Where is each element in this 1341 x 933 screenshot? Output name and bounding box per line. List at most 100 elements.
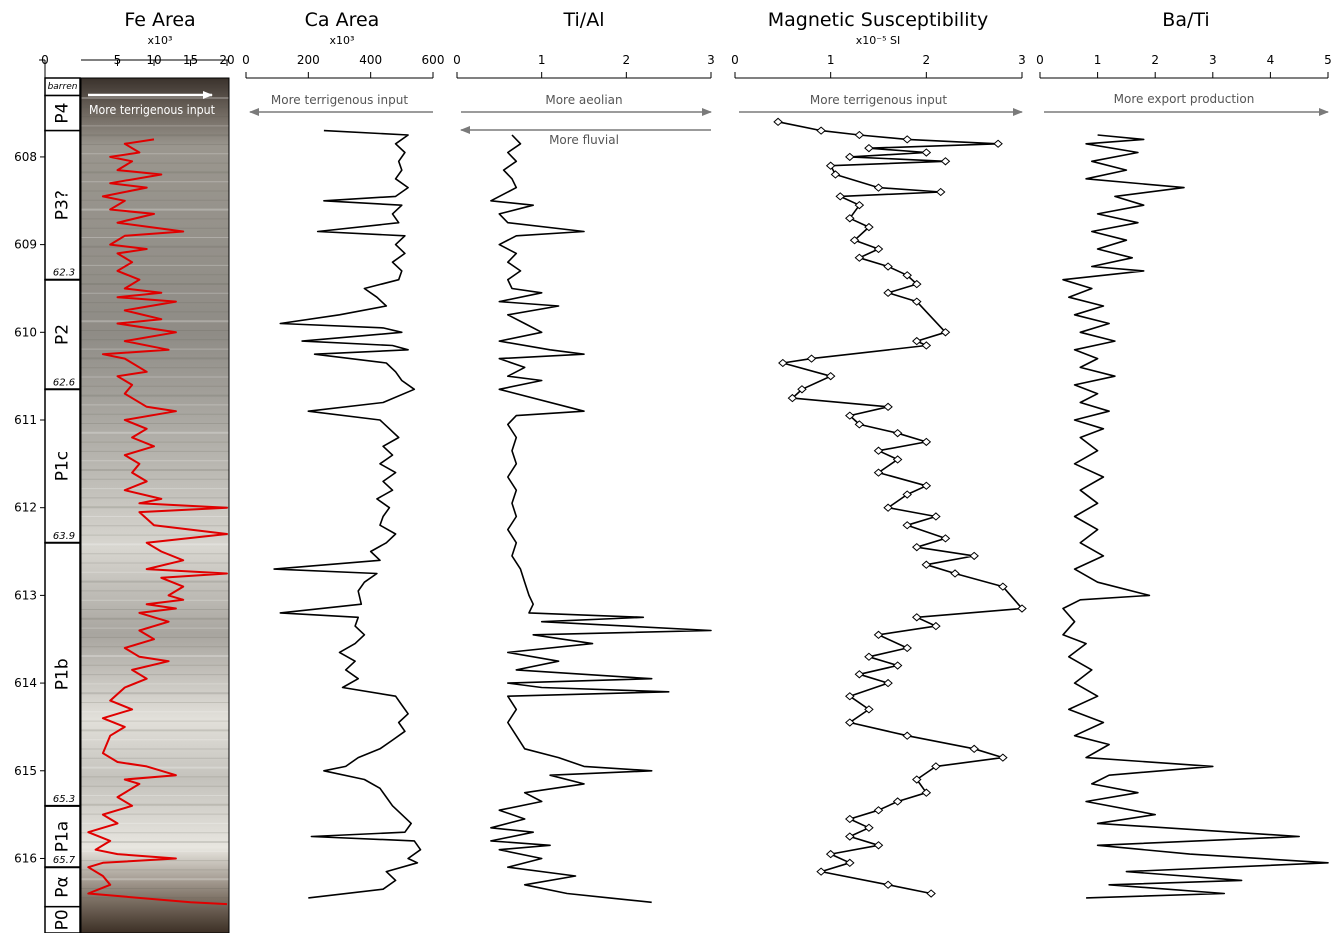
magnetic-susceptibility-point xyxy=(816,126,826,135)
magnetic-susceptibility-point xyxy=(921,148,932,157)
zone-label: barren xyxy=(48,82,78,92)
magnetic-susceptibility-point xyxy=(845,411,855,420)
fe-arrow-label: More terrigenous input xyxy=(89,103,215,117)
magnetic-susceptibility-point xyxy=(825,161,836,170)
magnetic-susceptibility-point xyxy=(816,867,826,876)
age-marker-label: 63.9 xyxy=(53,531,75,542)
magnetic-susceptibility-point xyxy=(845,152,855,162)
zone-label: P0 xyxy=(53,909,73,930)
depth-tick-label: 612 xyxy=(14,501,37,515)
magnetic-susceptibility-point xyxy=(845,832,855,841)
magnetic-susceptibility-point xyxy=(883,880,893,889)
ba-ti-arrow-label: More export production xyxy=(1114,92,1255,106)
ba-ti-tick-label: 2 xyxy=(1151,53,1159,67)
zone-box xyxy=(44,805,81,868)
labels-layer: Fe Area x10³ Ca Area x10³ Ti/Al Magnetic… xyxy=(124,9,1209,47)
magnetic-susceptibility-point xyxy=(854,200,865,210)
zone-box xyxy=(44,542,81,807)
fe-tick-label: 10 xyxy=(146,53,161,67)
magnetic-susceptibility-point xyxy=(940,328,951,337)
zone-box xyxy=(44,388,81,544)
magnetic-susceptibility-point xyxy=(854,253,865,262)
magnetic-susceptibility-point xyxy=(998,753,1008,762)
magnetic-susceptibility-point xyxy=(912,279,922,289)
ba-ti-tick-label: 1 xyxy=(1094,53,1102,67)
magnetic-susceptibility-point xyxy=(912,297,922,306)
magnetic-susceptibility-point xyxy=(864,652,874,661)
ca-area-tick-label: 400 xyxy=(359,53,382,67)
magnetic-susceptibility-point xyxy=(892,797,903,806)
ba-ti-tick-label: 0 xyxy=(1036,53,1044,67)
zone-label: Pα xyxy=(53,876,73,897)
magnetic-susceptibility-series-line xyxy=(777,121,1023,895)
magnetic-susceptibility-point xyxy=(902,135,912,144)
zone-label: P1a xyxy=(53,821,73,853)
magnetic-susceptibility-point xyxy=(845,858,855,868)
magnetic-susceptibility-point xyxy=(864,705,874,714)
magnetic-susceptibility-point xyxy=(873,630,884,640)
magnetic-susceptibility-point xyxy=(912,542,922,552)
ti-al-tick-label: 1 xyxy=(538,53,546,67)
magnetic-susceptibility-point xyxy=(998,582,1008,591)
ba-ti-series-line xyxy=(1062,134,1329,899)
magnetic-susceptibility-unit: x10⁻⁵ SI xyxy=(856,34,900,47)
ti-al-tick-label: 3 xyxy=(707,53,715,67)
zone-label: P1c xyxy=(53,451,73,481)
magnetic-susceptibility-point xyxy=(935,187,946,197)
magnetic-susceptibility-tick-label: 1 xyxy=(827,53,835,67)
magnetic-susceptibility-arrow-label: More terrigenous input xyxy=(810,93,947,107)
magnetic-susceptibility-point xyxy=(854,420,865,429)
depth-tick-label: 615 xyxy=(14,764,37,778)
zone-label: P1b xyxy=(53,658,73,690)
magnetic-susceptibility-point xyxy=(825,849,836,859)
ca-area-unit: x10³ xyxy=(330,34,355,47)
magnetic-susceptibility-point xyxy=(912,775,922,784)
magnetic-susceptibility-point xyxy=(864,143,874,153)
magnetic-susceptibility-point xyxy=(892,455,903,464)
magnetic-susceptibility-tick-label: 0 xyxy=(731,53,739,67)
zone-label: P3? xyxy=(53,190,73,220)
magnetic-susceptibility-point xyxy=(993,139,1003,148)
age-marker-label: 62.3 xyxy=(53,268,75,279)
age-marker-label: 62.6 xyxy=(53,377,75,388)
age-marker-label: 65.7 xyxy=(53,855,76,866)
magnetic-susceptibility-point xyxy=(902,731,912,740)
magnetic-susceptibility-point xyxy=(830,170,841,179)
magnetic-susceptibility-point xyxy=(773,117,783,127)
magnetic-susceptibility-point xyxy=(892,661,903,670)
core-frame xyxy=(80,77,230,933)
magnetic-susceptibility-point xyxy=(883,503,893,512)
magnetic-susceptibility-point xyxy=(1017,604,1027,613)
magnetic-susceptibility-point xyxy=(854,670,865,679)
magnetic-susceptibility-point xyxy=(902,521,912,530)
ti-al-tick-label: 0 xyxy=(453,53,461,67)
depth-tick-label: 608 xyxy=(14,150,37,164)
depth-top-tick-label: 0 xyxy=(41,53,49,67)
ca-area-tick-label: 600 xyxy=(422,53,445,67)
zone-label: P2 xyxy=(53,324,73,345)
magnetic-susceptibility-point xyxy=(940,534,951,543)
magnetic-susceptibility-point xyxy=(806,354,817,363)
magnetic-susceptibility-tick-label: 2 xyxy=(923,53,931,67)
magnetic-susceptibility-point xyxy=(797,385,807,394)
magnetic-susceptibility-point xyxy=(883,262,893,271)
magnetic-susceptibility-point xyxy=(912,613,922,622)
magnetic-susceptibility-point xyxy=(950,569,960,578)
magnetic-susceptibility-point xyxy=(873,183,884,192)
magnetic-susceptibility-point xyxy=(883,678,893,688)
magnetic-susceptibility-point xyxy=(921,560,932,569)
magnetic-susceptibility-point xyxy=(921,341,932,350)
fe-tick-label: 5 xyxy=(114,53,122,67)
age-marker-label: 65.3 xyxy=(53,794,75,805)
fe-area-series xyxy=(87,138,228,906)
magnetic-susceptibility-point xyxy=(873,244,884,254)
biozone-column: 0 608 609 610 611 612 613 614 615 616 barren P4 P3? P… xyxy=(14,53,81,933)
core-photo xyxy=(81,78,229,933)
magnetic-susceptibility-point xyxy=(931,621,941,631)
depth-tick-label: 609 xyxy=(14,238,37,252)
magnetic-susceptibility-point xyxy=(864,823,874,832)
magnetic-susceptibility-point xyxy=(892,428,903,438)
magnetic-susceptibility-point xyxy=(902,490,912,499)
depth-tick-label: 611 xyxy=(14,413,37,427)
magnetic-susceptibility-point xyxy=(873,468,884,477)
